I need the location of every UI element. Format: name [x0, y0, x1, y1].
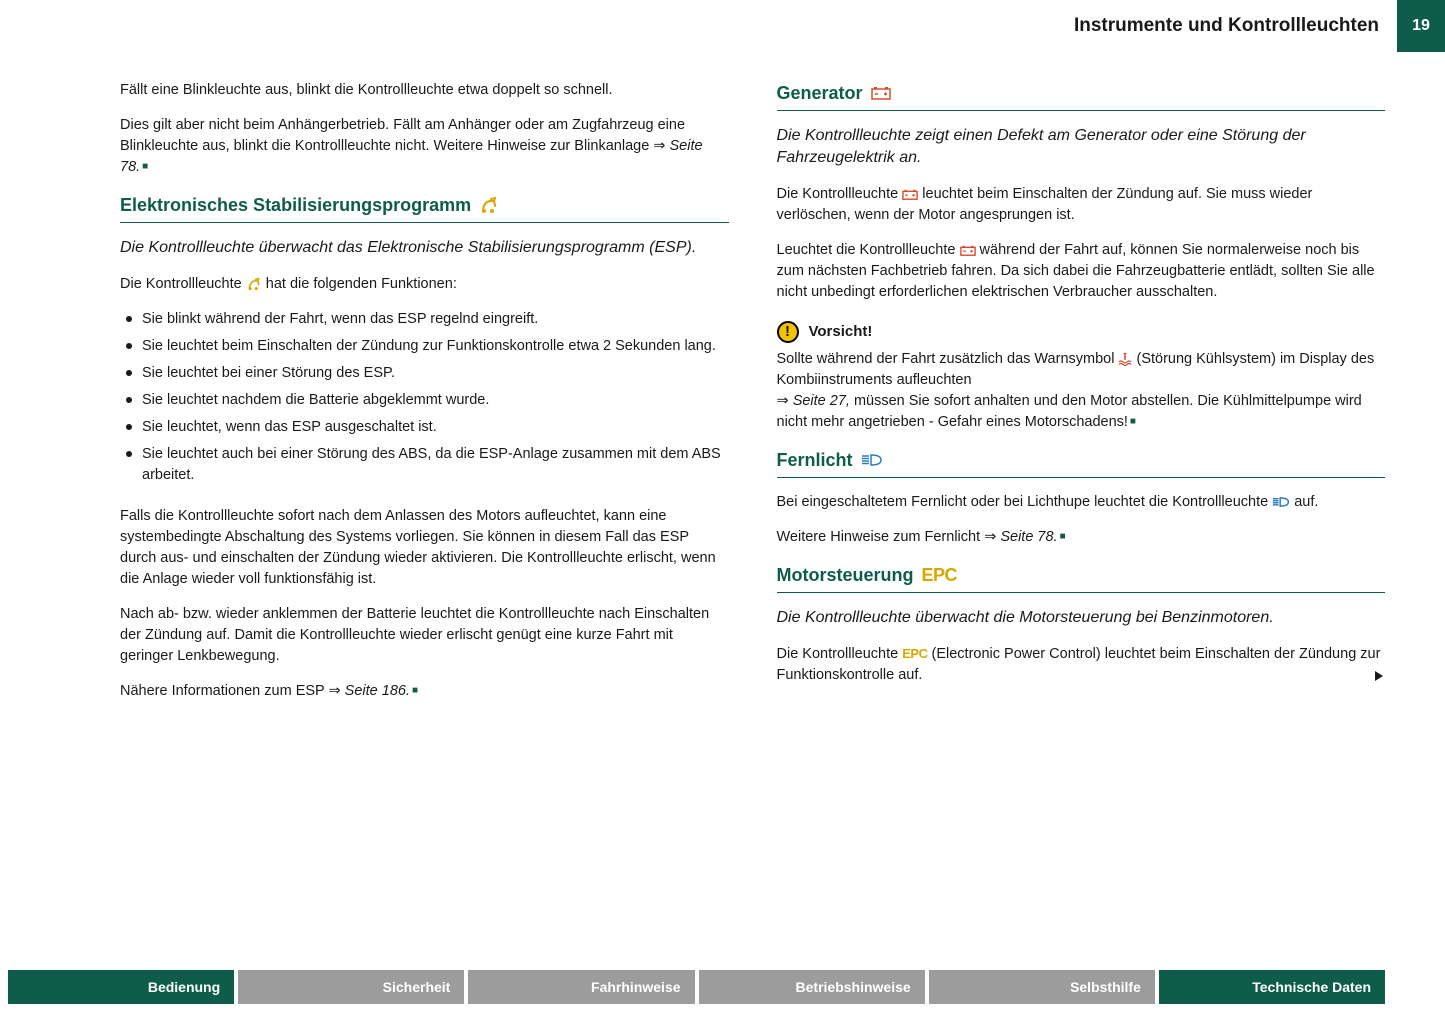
section-end-icon: ■ [412, 685, 418, 696]
motor-subtitle: Die Kontrollleuchte überwacht die Motors… [777, 607, 1386, 629]
content-area: Fällt eine Blinkleuchte aus, blinkt die … [120, 80, 1385, 926]
section-title-motorsteuerung: Motorsteuerung EPC [777, 562, 1386, 593]
battery-icon [871, 86, 891, 100]
caution-icon: ! [777, 321, 799, 343]
continue-arrow-icon [1373, 669, 1385, 683]
high-beam-icon [861, 453, 883, 467]
page-header: Instrumente und Kontrollleuchten 19 [1074, 0, 1445, 52]
intro-paragraph-2: Dies gilt aber nicht beim Anhängerbetrie… [120, 115, 729, 178]
tab-betriebshinweise[interactable]: Betriebshinweise [699, 970, 925, 1004]
esp-icon [479, 196, 499, 214]
ref-arrow-icon: ⇒ [984, 529, 996, 545]
epc-icon: EPC [902, 646, 927, 661]
section-end-icon: ■ [1130, 416, 1136, 427]
list-item: Sie leuchtet auch bei einer Störung des … [120, 444, 729, 486]
tab-technische-daten[interactable]: Technische Daten [1159, 970, 1385, 1004]
esp-paragraph-1: Falls die Kontrollleuchte sofort nach de… [120, 506, 729, 590]
list-item: Sie blinkt während der Fahrt, wenn das E… [120, 309, 729, 330]
esp-bullet-list: Sie blinkt während der Fahrt, wenn das E… [120, 309, 729, 492]
generator-paragraph-2: Leuchtet die Kontrollleuchte während der… [777, 240, 1386, 303]
esp-paragraph-2: Nach ab- bzw. wieder anklemmen der Batte… [120, 604, 729, 667]
coolant-icon [1118, 352, 1132, 366]
section-title-esp: Elektronisches Stabilisierungsprogramm [120, 192, 729, 223]
esp-lead: Die Kontrollleuchte hat die folgenden Fu… [120, 274, 729, 295]
epc-icon: EPC [922, 562, 958, 588]
esp-icon [246, 277, 262, 291]
header-title: Instrumente und Kontrollleuchten [1074, 0, 1397, 52]
page-number: 19 [1397, 0, 1445, 52]
tab-selbsthilfe[interactable]: Selbsthilfe [929, 970, 1155, 1004]
high-beam-icon [1272, 496, 1290, 508]
esp-subtitle: Die Kontrollleuchte überwacht das Elektr… [120, 237, 729, 259]
left-column: Fällt eine Blinkleuchte aus, blinkt die … [120, 80, 729, 926]
tab-fahrhinweise[interactable]: Fahrhinweise [468, 970, 694, 1004]
tab-sicherheit[interactable]: Sicherheit [238, 970, 464, 1004]
ref-arrow-icon: ⇒ [777, 393, 789, 409]
list-item: Sie leuchtet nachdem die Batterie abgekl… [120, 390, 729, 411]
section-title-generator: Generator [777, 80, 1386, 111]
right-column: Generator Die Kontrollleuchte zeigt eine… [777, 80, 1386, 926]
tab-bedienung[interactable]: Bedienung [8, 970, 234, 1004]
intro-paragraph-1: Fällt eine Blinkleuchte aus, blinkt die … [120, 80, 729, 101]
ref-arrow-icon: ⇒ [328, 683, 340, 699]
list-item: Sie leuchtet bei einer Störung des ESP. [120, 363, 729, 384]
battery-icon [902, 189, 918, 200]
footer-tabs: Bedienung Sicherheit Fahrhinweise Betrie… [0, 970, 1445, 1004]
motor-paragraph-1: Die Kontrollleuchte EPC (Electronic Powe… [777, 644, 1386, 686]
caution-text: Sollte während der Fahrt zusätzlich das … [777, 349, 1386, 433]
esp-paragraph-3: Nähere Informationen zum ESP ⇒ Seite 186… [120, 681, 729, 702]
fernlicht-paragraph-2: Weitere Hinweise zum Fernlicht ⇒ Seite 7… [777, 527, 1386, 548]
section-title-fernlicht: Fernlicht [777, 447, 1386, 478]
generator-paragraph-1: Die Kontrollleuchte leuchtet beim Einsch… [777, 184, 1386, 226]
list-item: Sie leuchtet, wenn das ESP ausgeschaltet… [120, 417, 729, 438]
caution-label: Vorsicht! [809, 321, 873, 343]
section-end-icon: ■ [1060, 531, 1066, 542]
generator-subtitle: Die Kontrollleuchte zeigt einen Defekt a… [777, 125, 1386, 170]
section-end-icon: ■ [142, 161, 148, 172]
fernlicht-paragraph-1: Bei eingeschaltetem Fernlicht oder bei L… [777, 492, 1386, 513]
battery-icon [960, 245, 976, 256]
ref-arrow-icon: ⇒ [653, 138, 665, 154]
list-item: Sie leuchtet beim Einschalten der Zündun… [120, 336, 729, 357]
caution-header: ! Vorsicht! [777, 321, 1386, 343]
